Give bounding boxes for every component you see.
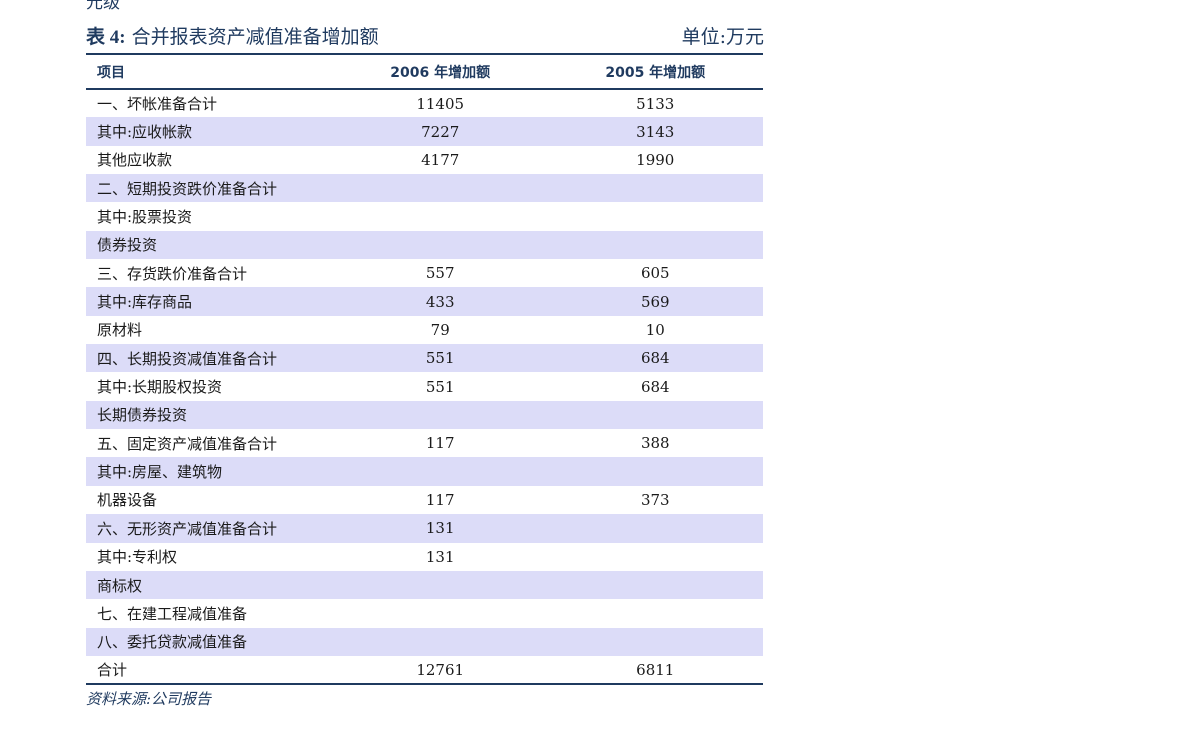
value-2006: [332, 400, 548, 430]
value-2006: [332, 174, 548, 203]
table-row: 四、长期投资减值准备合计 551 684: [86, 344, 763, 373]
row-label: 合计: [86, 655, 333, 686]
value-2006: 117: [425, 434, 455, 453]
table-row: 其中:专利权 131: [86, 543, 763, 571]
row-label: 原材料: [97, 321, 143, 340]
value-2006: 7227: [332, 117, 548, 146]
row-label: 二、短期投资跌价准备合计: [86, 174, 333, 203]
value-2006: 11405: [416, 94, 465, 113]
table-row: 债券投资: [86, 230, 763, 260]
table-row: 原材料 79 10: [86, 316, 763, 344]
table-row: 机器设备 117 373: [86, 486, 763, 514]
table-title-row: 表 4: 合并报表资产减值准备增加额 单位:万元: [86, 22, 764, 50]
value-2005: 373: [640, 490, 670, 509]
clipped-text-fragment: 元级: [86, 0, 120, 13]
value-2005: [547, 627, 763, 656]
value-2006: 433: [332, 287, 548, 316]
table-row: 其他应收款 4177 1990: [86, 146, 763, 174]
row-label: 其中:库存商品: [86, 287, 333, 316]
row-label: 四、长期投资减值准备合计: [86, 344, 333, 373]
table-row: 五、固定资产减值准备合计 117 388: [86, 429, 763, 457]
row-label: 一、坏帐准备合计: [97, 95, 218, 114]
value-2006: [332, 570, 548, 600]
value-2005: 388: [640, 434, 670, 453]
table-row: 其中:应收帐款 7227 3143: [86, 117, 763, 146]
row-label: 其他应收款: [97, 151, 173, 170]
value-2005: [547, 514, 763, 543]
value-2005: 6811: [547, 655, 763, 686]
header-item: 项目: [86, 53, 333, 90]
row-label: 八、委托贷款减值准备: [86, 627, 333, 656]
value-2005: 3143: [547, 117, 763, 146]
table-row: 二、短期投资跌价准备合计: [86, 174, 763, 203]
table-row: 其中:房屋、建筑物: [86, 457, 763, 486]
value-2005: 5133: [636, 94, 675, 113]
table-section: 表 4: 合并报表资产减值准备增加额 单位:万元 项目 2006 年增加额 20…: [86, 22, 764, 709]
impairment-table: 项目 2006 年增加额 2005 年增加额 一、坏帐准备合计 11405 5133…: [86, 53, 763, 686]
row-label: 六、无形资产减值准备合计: [86, 514, 333, 543]
value-2006: [332, 457, 548, 486]
table-row: 商标权: [86, 570, 763, 600]
table-row: 八、委托贷款减值准备: [86, 627, 763, 656]
value-2006: [332, 627, 548, 656]
value-2006: 79: [430, 320, 450, 339]
table-row: 六、无形资产减值准备合计 131: [86, 514, 763, 543]
table-title: 表 4: 合并报表资产减值准备增加额: [86, 22, 379, 49]
table-body: 一、坏帐准备合计 11405 5133 其中:应收帐款 7227 3143 其他应收款 417…: [86, 89, 763, 686]
row-label: 其中:专利权: [97, 548, 178, 567]
table-header-row: 项目 2006 年增加额 2005 年增加额: [86, 53, 763, 90]
value-2005: [547, 174, 763, 203]
value-2005: [547, 570, 763, 600]
table-row: 其中:股票投资: [86, 202, 763, 230]
table-row: 合计 12761 6811: [86, 655, 763, 686]
value-2005: [548, 599, 763, 627]
value-2005: 684: [547, 344, 763, 373]
table-title-text: 合并报表资产减值准备增加额: [131, 26, 379, 48]
row-label: 商标权: [86, 570, 333, 600]
table-number: 表 4:: [86, 27, 126, 48]
value-2005: 10: [645, 320, 665, 339]
value-2006: [332, 230, 548, 260]
value-2006: 551: [332, 344, 548, 373]
value-2005: 605: [640, 264, 670, 283]
row-label: 债券投资: [86, 230, 333, 260]
row-label: 其中:应收帐款: [86, 117, 333, 146]
value-2005: [548, 202, 763, 230]
row-label: 三、存货跌价准备合计: [97, 264, 248, 283]
row-label: 其中:股票投资: [97, 208, 193, 227]
row-label: 其中:房屋、建筑物: [86, 457, 333, 486]
unit-label: 单位:万元: [681, 26, 764, 48]
table-row: 长期债券投资: [86, 400, 763, 430]
value-2005: [548, 543, 763, 571]
row-label: 长期债券投资: [86, 400, 333, 430]
value-2006: 4177: [421, 150, 460, 169]
row-label: 其中:长期股权投资: [97, 378, 223, 397]
value-2005: 684: [640, 377, 670, 396]
value-2006: [333, 202, 548, 230]
table-row: 七、在建工程减值准备: [86, 599, 763, 627]
value-2006: [333, 599, 548, 627]
value-2005: 569: [547, 287, 763, 316]
table-row: 其中:长期股权投资 551 684: [86, 372, 763, 400]
row-label: 七、在建工程减值准备: [97, 604, 248, 623]
value-2006: 557: [425, 264, 455, 283]
row-label: 五、固定资产减值准备合计: [97, 434, 278, 453]
value-2006: 131: [425, 547, 455, 566]
value-2006: 117: [425, 490, 455, 509]
value-2006: 12761: [332, 655, 548, 686]
value-2005: [547, 400, 763, 430]
value-2006: 131: [332, 514, 548, 543]
table-row: 一、坏帐准备合计 11405 5133: [86, 89, 763, 117]
header-2005: 2005 年增加额: [547, 53, 763, 90]
row-label: 机器设备: [97, 491, 158, 510]
value-2005: [547, 457, 763, 486]
source-note: 资料来源:公司报告: [86, 690, 212, 709]
header-2006: 2006 年增加额: [332, 53, 548, 90]
value-2005: 1990: [636, 150, 675, 169]
value-2005: [547, 230, 763, 260]
table-row: 三、存货跌价准备合计 557 605: [86, 259, 763, 287]
value-2006: 551: [425, 377, 455, 396]
table-row: 其中:库存商品 433 569: [86, 287, 763, 316]
